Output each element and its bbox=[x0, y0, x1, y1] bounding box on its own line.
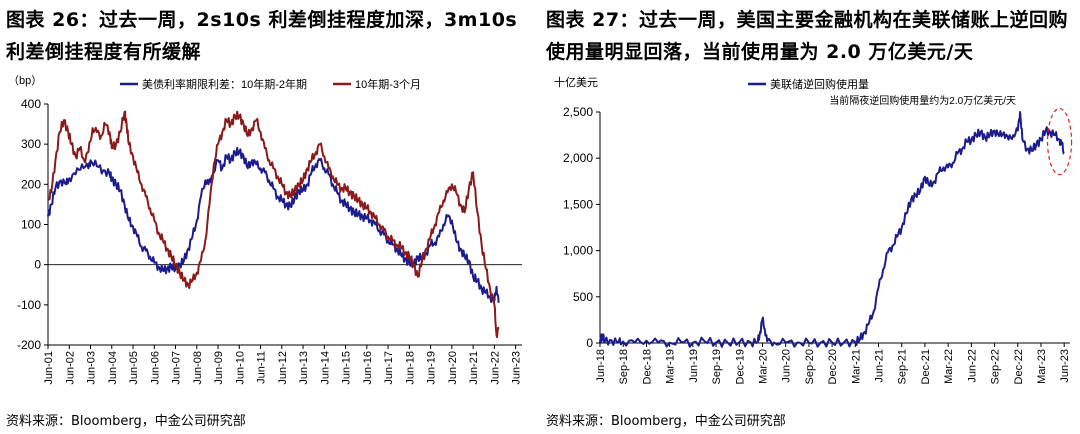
y-tick-label: 300 bbox=[21, 137, 41, 151]
x-tick-label: Jun-18 bbox=[595, 349, 607, 383]
x-tick-label: Jun-22 bbox=[489, 351, 501, 385]
x-tick-label: Sep-19 bbox=[711, 349, 723, 384]
series-line-2 bbox=[47, 110, 500, 339]
legend-label-1: 美债利率期限利差：10年期-2年期 bbox=[142, 77, 307, 91]
x-tick-label: Jun-16 bbox=[362, 351, 374, 385]
x-tick-label: Mar-19 bbox=[665, 349, 677, 384]
x-tick-label: Jun-19 bbox=[688, 349, 700, 383]
highlight-ellipse bbox=[1046, 107, 1073, 176]
x-tick-label: Jun-08 bbox=[192, 351, 204, 385]
x-tick-label: Sep-18 bbox=[618, 349, 630, 384]
right-chart-panel: 图表 27：过去一周，美国主要金融机构在美联储账上逆回购使用量明显回落，当前使用… bbox=[540, 0, 1080, 434]
y-tick-label: 2,500 bbox=[563, 105, 593, 119]
y-tick-label: 500 bbox=[573, 290, 593, 304]
x-tick-label: Dec-20 bbox=[827, 349, 839, 384]
x-tick-label: Mar-21 bbox=[850, 349, 862, 384]
right-chart-source: 资料来源：Bloomberg，中金公司研究部 bbox=[546, 414, 786, 429]
x-tick-label: Sep-21 bbox=[897, 349, 909, 384]
y-tick-label: 100 bbox=[21, 218, 41, 232]
x-tick-label: Jun-21 bbox=[874, 349, 886, 383]
x-tick-label: Jun-09 bbox=[213, 351, 225, 385]
x-tick-label: Jun-10 bbox=[234, 351, 246, 385]
x-tick-label: Dec-18 bbox=[641, 349, 653, 384]
x-tick-label: Sep-22 bbox=[990, 349, 1002, 384]
legend-label-2: 10年期-3个月 bbox=[355, 77, 421, 91]
x-tick-label: Dec-22 bbox=[1013, 349, 1025, 384]
x-tick-label: Jun-19 bbox=[426, 351, 438, 385]
x-tick-label: Mar-23 bbox=[1036, 349, 1048, 384]
x-tick-label: Jun-06 bbox=[149, 351, 161, 385]
x-tick-label: Jun-02 bbox=[64, 351, 76, 385]
series-line-1 bbox=[599, 111, 1065, 348]
x-tick-label: Jun-23 bbox=[511, 351, 523, 385]
x-tick-label: Jun-18 bbox=[404, 351, 416, 385]
x-tick-label: Jun-11 bbox=[256, 351, 268, 384]
x-tick-label: Jun-20 bbox=[781, 349, 793, 383]
y-tick-label: 0 bbox=[34, 258, 41, 272]
x-tick-label: Dec-21 bbox=[920, 349, 932, 384]
y-tick-label: -100 bbox=[17, 298, 41, 312]
x-tick-label: Sep-20 bbox=[804, 349, 816, 384]
y-tick-label: -200 bbox=[17, 338, 41, 352]
series-line-1 bbox=[47, 146, 500, 303]
x-tick-label: Jun-20 bbox=[447, 351, 459, 385]
x-tick-label: Jun-13 bbox=[298, 351, 310, 385]
x-tick-label: Jun-23 bbox=[1059, 349, 1071, 383]
x-tick-label: Jun-22 bbox=[966, 349, 978, 383]
x-tick-label: Dec-19 bbox=[734, 349, 746, 384]
left-chart-title: 图表 26：过去一周，2s10s 利差倒挂程度加深，3m10s 利差倒挂程度有所… bbox=[6, 9, 518, 63]
right-chart-title: 图表 27：过去一周，美国主要金融机构在美联储账上逆回购使用量明显回落，当前使用… bbox=[546, 9, 1069, 63]
legend-label-1: 美联储逆回购使用量 bbox=[770, 77, 869, 91]
x-tick-label: Jun-14 bbox=[319, 351, 331, 385]
x-tick-label: Jun-21 bbox=[468, 351, 480, 385]
y-tick-label: 1,000 bbox=[563, 244, 593, 258]
chart-annotation: 当前隔夜逆回购使用量约为2.0万亿美元/天 bbox=[829, 94, 1016, 107]
x-tick-label: Jun-05 bbox=[128, 351, 140, 385]
x-tick-label: Jun-12 bbox=[277, 351, 289, 385]
y-tick-label: 2,000 bbox=[563, 151, 593, 165]
left-chart-panel: 图表 26：过去一周，2s10s 利差倒挂程度加深，3m10s 利差倒挂程度有所… bbox=[6, 9, 523, 429]
x-tick-label: Jun-04 bbox=[107, 351, 119, 385]
x-tick-label: Jun-01 bbox=[43, 351, 55, 385]
left-chart-source: 资料来源：Bloomberg，中金公司研究部 bbox=[6, 414, 246, 429]
y-tick-label: 200 bbox=[21, 177, 41, 191]
y-axis-unit-label: （bp） bbox=[8, 74, 42, 87]
y-tick-label: 1,500 bbox=[563, 197, 593, 211]
x-tick-label: Mar-20 bbox=[757, 349, 769, 384]
y-tick-label: 400 bbox=[21, 97, 41, 111]
x-tick-label: Mar-22 bbox=[943, 349, 955, 384]
y-axis-unit-label: 十亿美元 bbox=[554, 75, 598, 89]
x-tick-label: Jun-15 bbox=[341, 351, 353, 385]
x-tick-label: Jun-03 bbox=[86, 351, 98, 385]
x-tick-label: Jun-07 bbox=[171, 351, 183, 385]
y-tick-label: 0 bbox=[586, 336, 593, 350]
x-tick-label: Jun-17 bbox=[383, 351, 395, 385]
